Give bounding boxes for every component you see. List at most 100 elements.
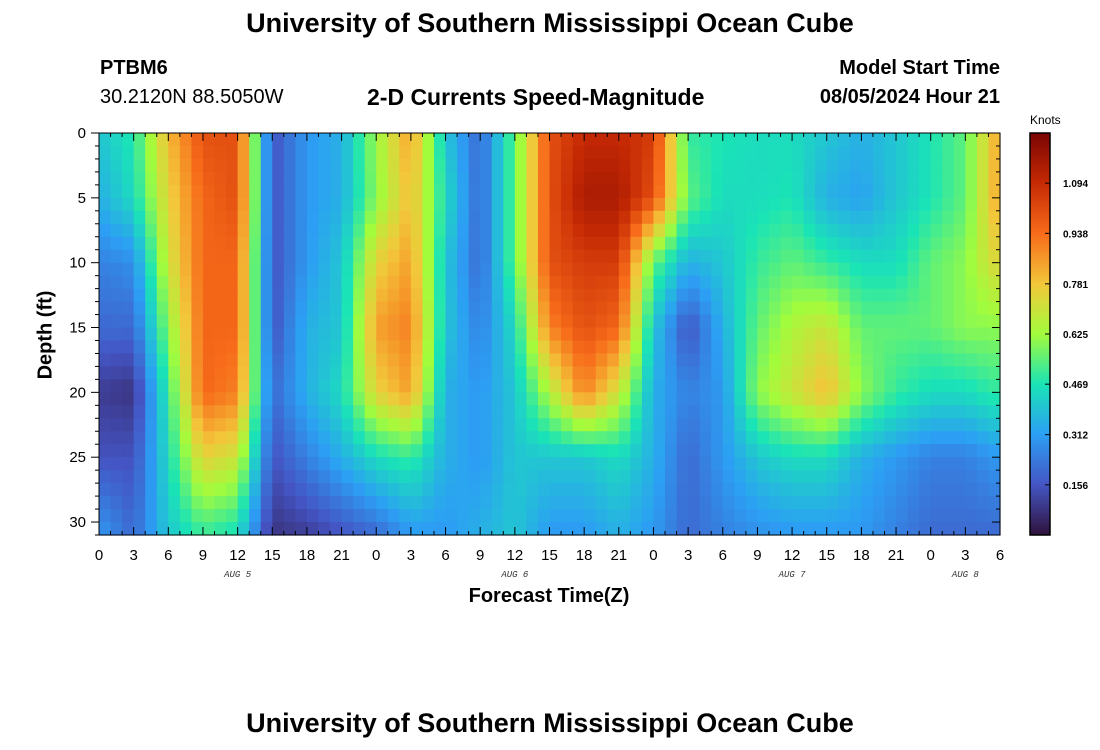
heat-cell xyxy=(757,184,770,199)
heat-cell xyxy=(618,470,631,484)
heat-cell xyxy=(745,327,759,342)
heat-cell xyxy=(768,158,782,173)
heat-cell xyxy=(318,184,331,199)
heat-cell xyxy=(803,249,816,264)
heat-cell xyxy=(930,262,943,277)
heat-cell xyxy=(849,249,862,264)
heat-cell xyxy=(711,262,724,277)
heat-cell xyxy=(872,249,886,264)
heat-cell xyxy=(561,288,574,303)
heat-cell xyxy=(295,145,308,160)
heat-cell xyxy=(133,418,146,432)
heat-cell xyxy=(353,366,366,380)
heat-cell xyxy=(595,431,608,445)
colorbar-tick-label: 0.938 xyxy=(1063,229,1088,240)
heat-cell xyxy=(376,288,389,303)
heat-cell xyxy=(976,197,990,212)
heat-cell xyxy=(561,496,574,510)
heat-cell xyxy=(110,171,123,186)
heat-cell xyxy=(768,249,782,264)
heat-cell xyxy=(572,340,585,355)
heat-cell xyxy=(214,509,227,523)
heat-cell xyxy=(341,353,354,368)
heat-cell xyxy=(422,522,435,536)
heat-cell xyxy=(202,340,216,355)
heat-cell xyxy=(734,405,747,419)
heat-cell xyxy=(468,184,481,199)
heat-cell xyxy=(168,470,181,484)
heat-cell xyxy=(272,457,285,471)
heat-cell xyxy=(272,158,285,173)
heat-cell xyxy=(179,522,193,536)
heat-cell xyxy=(849,145,862,160)
heat-cell xyxy=(919,483,932,497)
heat-cell xyxy=(826,444,839,458)
heat-cell xyxy=(803,184,816,199)
heat-cell xyxy=(861,431,874,445)
heat-cell xyxy=(561,145,574,160)
x-tick-label: 3 xyxy=(684,547,692,564)
heat-cell xyxy=(445,197,458,212)
heat-cell xyxy=(653,522,666,536)
heat-cell xyxy=(896,210,909,225)
heat-cell xyxy=(156,379,169,393)
heat-cell xyxy=(734,379,747,393)
heat-cell xyxy=(595,262,608,277)
heat-cell xyxy=(410,379,424,393)
heat-cell xyxy=(803,223,816,238)
heat-cell xyxy=(318,145,331,160)
heat-cell xyxy=(965,483,978,497)
heat-cell xyxy=(953,496,966,510)
heat-cell xyxy=(468,509,481,523)
heat-cell xyxy=(919,197,932,212)
heat-cell xyxy=(549,301,562,316)
heat-cell xyxy=(491,509,504,523)
heat-cell xyxy=(930,496,943,510)
heat-cell xyxy=(99,496,112,510)
heat-cell xyxy=(607,496,620,510)
x-tick-label: 18 xyxy=(853,547,870,564)
heat-cell xyxy=(653,249,666,264)
heat-cell xyxy=(780,197,793,212)
heat-cell xyxy=(283,496,296,510)
heat-cell xyxy=(306,392,320,406)
heat-cell xyxy=(433,262,447,277)
heat-cell xyxy=(491,522,504,536)
heat-cell xyxy=(145,444,158,458)
heat-cell xyxy=(896,314,909,329)
heat-cell xyxy=(99,223,112,238)
heat-cell xyxy=(826,301,839,316)
heat-cell xyxy=(665,353,678,368)
heat-cell xyxy=(757,509,770,523)
heat-cell xyxy=(595,405,608,419)
heat-cell xyxy=(422,249,435,264)
heat-cell xyxy=(630,133,643,147)
heat-cell xyxy=(607,418,620,432)
heat-cell xyxy=(122,301,135,316)
heat-cell xyxy=(445,145,458,160)
heat-cell xyxy=(295,340,308,355)
heat-cell xyxy=(849,301,862,316)
heat-cell xyxy=(630,197,643,212)
heat-cell xyxy=(953,223,966,238)
heat-cell xyxy=(641,431,655,445)
heat-cell xyxy=(422,379,435,393)
heat-cell xyxy=(607,405,620,419)
heat-cell xyxy=(191,509,204,523)
heat-cell xyxy=(537,133,551,147)
heat-cell xyxy=(191,288,204,303)
heat-cell xyxy=(514,366,527,380)
heat-cell xyxy=(861,509,874,523)
heat-cell xyxy=(688,457,701,471)
heat-cell xyxy=(618,158,631,173)
heat-cell xyxy=(896,483,909,497)
heat-cell xyxy=(849,327,862,342)
heat-cell xyxy=(838,444,851,458)
heat-cell xyxy=(953,197,966,212)
heat-cell xyxy=(537,522,551,536)
heat-cell xyxy=(387,133,400,147)
heat-cell xyxy=(907,431,920,445)
heat-cell xyxy=(792,197,805,212)
heat-cell xyxy=(491,392,504,406)
heat-cell xyxy=(410,236,424,251)
